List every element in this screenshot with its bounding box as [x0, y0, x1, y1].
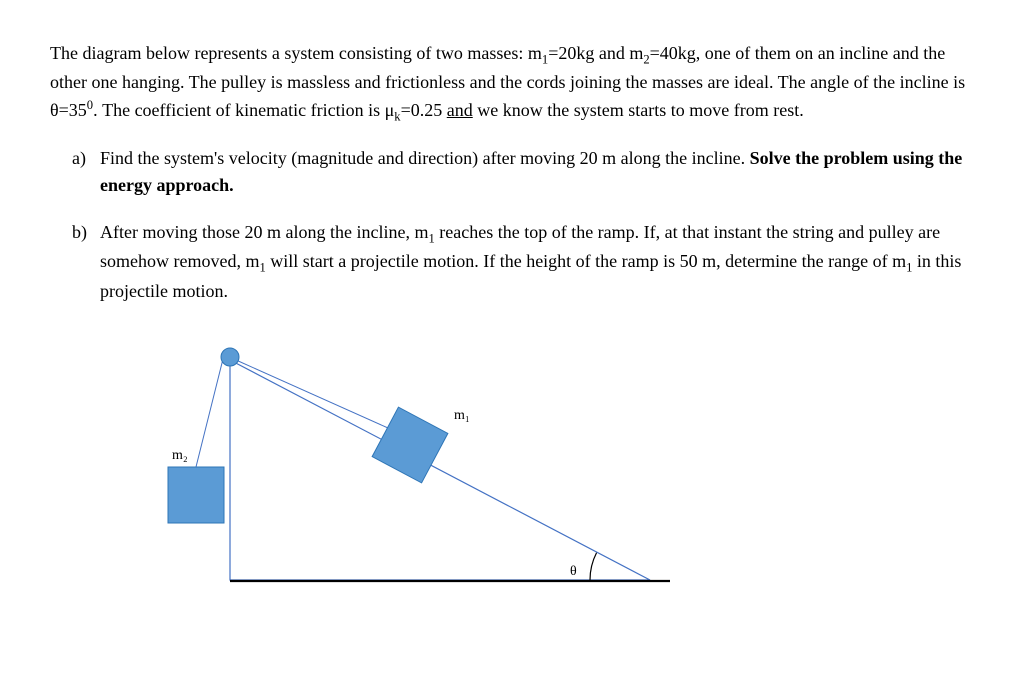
svg-text:m₁: m₁	[454, 408, 470, 423]
part-text: Find the system's velocity (magnitude an…	[100, 148, 962, 195]
incline-svg: m₁ m₂ θ	[110, 325, 710, 605]
part-letter: a)	[72, 145, 86, 172]
part-letter: b)	[72, 219, 87, 246]
part-text: After moving those 20 m along the inclin…	[100, 222, 961, 301]
physics-diagram: m₁ m₂ θ	[110, 325, 974, 613]
question-a: a) Find the system's velocity (magnitude…	[100, 145, 974, 199]
question-list: a) Find the system's velocity (magnitude…	[50, 145, 974, 305]
svg-text:m₂: m₂	[172, 448, 188, 463]
svg-text:θ: θ	[570, 564, 577, 579]
question-b: b) After moving those 20 m along the inc…	[100, 219, 974, 305]
problem-intro: The diagram below represents a system co…	[50, 40, 974, 127]
